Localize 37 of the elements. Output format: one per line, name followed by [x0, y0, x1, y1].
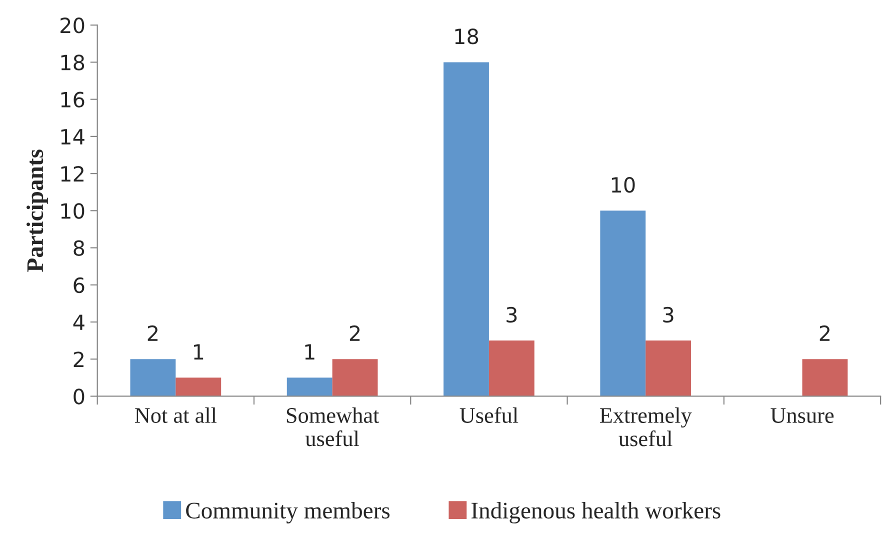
- data-label: 3: [663, 306, 674, 323]
- data-label: 2: [148, 325, 158, 341]
- y-tick-label: 14: [61, 129, 84, 144]
- legend-label: Community members: [186, 502, 390, 524]
- y-tick-label: 16: [61, 92, 84, 108]
- y-tick-label: 0: [74, 388, 84, 404]
- bar: [802, 359, 848, 396]
- legend-label: Indigenous health workers: [472, 502, 720, 524]
- x-tick-label: Somewhat useful: [286, 407, 380, 446]
- y-tick-label: 20: [60, 18, 84, 34]
- x-tick-label: Useful: [460, 407, 518, 423]
- data-label: 2: [350, 325, 360, 341]
- x-tick-label: Not at all: [134, 407, 217, 423]
- bar: [444, 62, 489, 396]
- bar: [176, 378, 222, 396]
- y-axis-title: Participants: [26, 150, 48, 272]
- data-label: 3: [506, 306, 517, 323]
- data-label: 10: [612, 176, 635, 193]
- bar: [286, 378, 332, 396]
- bar: [646, 340, 692, 396]
- bar: [488, 340, 534, 396]
- data-label: 18: [455, 28, 478, 44]
- y-tick-label: 10: [61, 203, 84, 219]
- bar: [600, 210, 646, 396]
- y-tick-label: 2: [74, 352, 84, 368]
- data-label: 1: [194, 344, 204, 360]
- y-tick-label: 18: [61, 54, 84, 70]
- x-tick-label: Extremely useful: [600, 407, 692, 446]
- y-tick-label: 6: [74, 277, 84, 294]
- y-tick-label: 8: [74, 240, 84, 256]
- y-tick-label: 4: [73, 314, 84, 330]
- bar: [332, 359, 378, 396]
- data-label: 1: [305, 344, 314, 360]
- y-tick-label: 12: [61, 166, 84, 182]
- data-label: 2: [820, 325, 830, 341]
- x-tick-label: Unsure: [770, 408, 834, 423]
- bar: [130, 359, 176, 396]
